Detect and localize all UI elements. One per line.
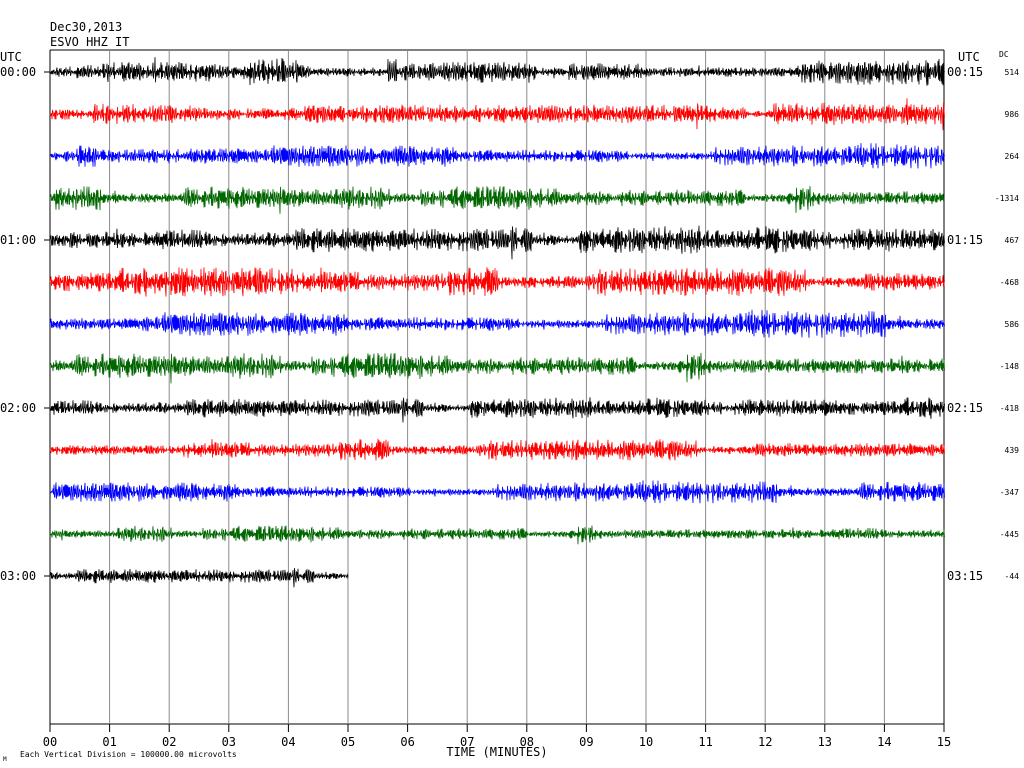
trace-row-0 — [49, 57, 945, 86]
time-labels: 00:00 01:00 02:00 03:00 00:15 01:15 02:15 03:15… — [0, 65, 1019, 583]
chart-station: ESVO HHZ IT — [50, 35, 129, 49]
trace-row-8 — [49, 397, 945, 423]
trace-row-9 — [49, 438, 945, 461]
scale-note: Each Vertical Division = 100000.00 micro… — [20, 750, 237, 759]
trace-row-6 — [49, 309, 945, 338]
dc-value-label: 264 — [1005, 152, 1020, 161]
left-time-label: 00:00 — [0, 65, 36, 79]
x-tick-label-09: 09 — [579, 735, 593, 749]
right-time-label: 03:15 — [947, 569, 983, 583]
x-tick-label-10: 10 — [639, 735, 653, 749]
right-time-label: 01:15 — [947, 233, 983, 247]
dc-value-label: 514 — [1005, 68, 1020, 77]
corner-mark: M — [3, 756, 7, 763]
trace-row-11 — [49, 525, 945, 545]
x-tick-label-12: 12 — [758, 735, 772, 749]
dc-value-label: -468 — [1000, 278, 1019, 287]
trace-row-5 — [49, 267, 945, 297]
left-time-label: 01:00 — [0, 233, 36, 247]
x-tick-label-14: 14 — [877, 735, 891, 749]
dc-value-label: -44 — [1005, 572, 1020, 581]
x-tick-label-15: 15 — [937, 735, 951, 749]
chart-date: Dec30,2013 — [50, 20, 122, 34]
dc-value-label: -445 — [1000, 530, 1019, 539]
x-tick-label-00: 00 — [43, 735, 57, 749]
x-tick-label-01: 01 — [102, 735, 116, 749]
trace-row-7 — [49, 352, 945, 384]
seismic-traces — [49, 57, 945, 588]
dc-value-label: -148 — [1000, 362, 1019, 371]
x-axis-ticks: 00 01 02 03 04 05 06 07 08 09 10 11 12 13 14 15 — [43, 724, 951, 749]
dc-value-label: 467 — [1005, 236, 1020, 245]
x-tick-label-06: 06 — [400, 735, 414, 749]
trace-row-12 — [49, 568, 349, 588]
left-time-label: 03:00 — [0, 569, 36, 583]
x-axis-title: TIME (MINUTES) — [446, 745, 547, 759]
right-utc-label: UTC — [958, 50, 980, 64]
dc-header-label: DC — [999, 50, 1009, 59]
dc-value-label: 586 — [1005, 320, 1020, 329]
dc-value-label: -347 — [1000, 488, 1019, 497]
right-time-label: 02:15 — [947, 401, 983, 415]
x-tick-label-11: 11 — [698, 735, 712, 749]
x-tick-label-03: 03 — [222, 735, 236, 749]
x-tick-label-13: 13 — [818, 735, 832, 749]
x-tick-label-07: 07 — [460, 735, 474, 749]
dc-value-label: 986 — [1005, 110, 1020, 119]
trace-row-4 — [49, 225, 945, 260]
x-tick-label-04: 04 — [281, 735, 295, 749]
trace-row-3 — [49, 186, 945, 214]
left-time-label: 02:00 — [0, 401, 36, 415]
trace-row-10 — [49, 480, 945, 504]
dc-value-label: 439 — [1005, 446, 1020, 455]
dc-value-label: -418 — [1000, 404, 1019, 413]
left-utc-label: UTC — [0, 50, 22, 64]
trace-row-1 — [49, 98, 945, 131]
dc-value-label: -1314 — [995, 194, 1019, 203]
x-tick-label-08: 08 — [520, 735, 534, 749]
x-tick-label-02: 02 — [162, 735, 176, 749]
right-time-label: 00:15 — [947, 65, 983, 79]
trace-row-2 — [49, 143, 945, 169]
x-tick-label-05: 05 — [341, 735, 355, 749]
